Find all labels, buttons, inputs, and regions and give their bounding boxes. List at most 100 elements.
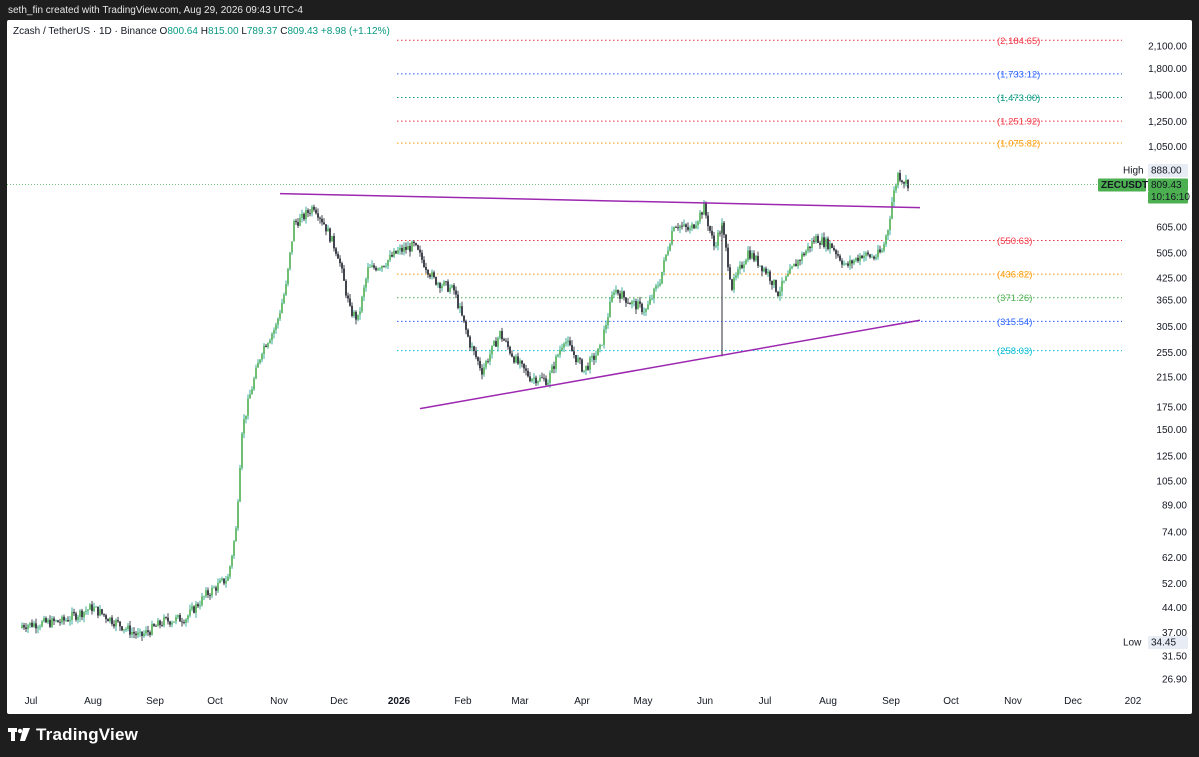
candle: [813, 236, 815, 244]
candle: [363, 284, 365, 302]
candle: [855, 257, 857, 263]
candle: [141, 631, 143, 642]
candle: [143, 630, 145, 639]
candle: [519, 358, 521, 369]
candle: [467, 328, 469, 338]
candle: [113, 620, 115, 629]
candle: [469, 335, 471, 351]
price-tag-countdown: 10:16:10: [1148, 191, 1190, 204]
candle: [61, 615, 63, 625]
candle: [303, 212, 305, 222]
candle: [457, 290, 459, 310]
candle: [569, 336, 571, 347]
trendlines: [7, 184, 1132, 410]
candle: [285, 280, 287, 296]
candle: [615, 285, 617, 295]
candle: [543, 373, 545, 382]
candle: [675, 225, 677, 229]
candle: [347, 292, 349, 303]
candle: [311, 205, 313, 217]
time-axis: Jul Aug Sep Oct Nov Dec 2026 Feb Mar Apr May Jun Jul…: [25, 696, 1142, 707]
candle: [517, 352, 519, 366]
candle: [475, 346, 477, 360]
candle: [605, 320, 607, 334]
candle: [703, 199, 705, 215]
candle: [429, 273, 431, 280]
candle: [561, 343, 563, 352]
fib-level-label: (371.26): [997, 293, 1032, 304]
candle: [241, 432, 243, 471]
candle: [355, 310, 357, 325]
candle: [687, 222, 689, 232]
candle: [541, 372, 543, 379]
candle: [393, 248, 395, 258]
candle: [571, 340, 573, 352]
candle: [521, 360, 523, 368]
time-tick-label: Aug: [84, 696, 102, 707]
candle: [593, 352, 595, 365]
candle: [145, 626, 147, 637]
candle: [585, 365, 587, 375]
candle: [231, 554, 233, 569]
candle: [515, 354, 517, 364]
candle: [417, 244, 419, 251]
price-chart[interactable]: (2,184.65) (1,733.12) (1,473.00) (1,251.92)…: [7, 20, 1192, 714]
candle: [67, 616, 69, 622]
candle: [643, 307, 645, 316]
candle: [197, 602, 199, 608]
candle: [409, 242, 411, 257]
candle: [367, 263, 369, 283]
candle: [857, 254, 859, 263]
candle: [101, 608, 103, 616]
candle: [245, 415, 247, 424]
candle: [119, 621, 121, 631]
time-tick-label: May: [634, 696, 653, 707]
candle: [199, 600, 201, 610]
candle: [895, 183, 897, 194]
candle: [535, 375, 537, 386]
candle: [59, 618, 61, 626]
price-tick-label: 125.00: [1156, 451, 1187, 462]
candle: [233, 540, 235, 559]
candle: [295, 218, 297, 225]
candle: [345, 279, 347, 299]
candle: [613, 289, 615, 298]
candle: [785, 275, 787, 282]
price-tick-label: 605.00: [1156, 222, 1187, 233]
candle: [529, 371, 531, 383]
price-tick-label: 31.50: [1162, 652, 1187, 663]
price-tick-label: 175.00: [1156, 402, 1187, 413]
candle: [893, 186, 895, 207]
price-tag-symbol: ZECUSDT: [1098, 178, 1148, 192]
candle: [451, 284, 453, 289]
candle: [323, 218, 325, 225]
candle: [381, 265, 383, 272]
chart-panel[interactable]: (2,184.65) (1,733.12) (1,473.00) (1,251.92)…: [7, 20, 1192, 714]
candles: [21, 169, 909, 642]
candle: [861, 254, 863, 259]
candle: [243, 414, 245, 439]
candle: [619, 290, 621, 303]
candle: [167, 613, 169, 625]
candle: [595, 350, 597, 363]
price-tick-label: 150.00: [1156, 425, 1187, 436]
candle: [713, 231, 715, 251]
candle: [273, 327, 275, 339]
candle: [21, 622, 23, 629]
candle: [799, 259, 801, 266]
candle: [833, 245, 835, 252]
candle: [257, 359, 259, 368]
candle: [397, 246, 399, 255]
candle: [719, 230, 721, 237]
candle: [251, 386, 253, 395]
candle: [343, 265, 345, 281]
candle: [75, 611, 77, 622]
candle: [725, 233, 727, 252]
candle: [665, 254, 667, 262]
candle: [617, 289, 619, 296]
candle: [321, 215, 323, 226]
candle: [843, 260, 845, 266]
candle: [153, 623, 155, 627]
candle: [71, 607, 73, 625]
